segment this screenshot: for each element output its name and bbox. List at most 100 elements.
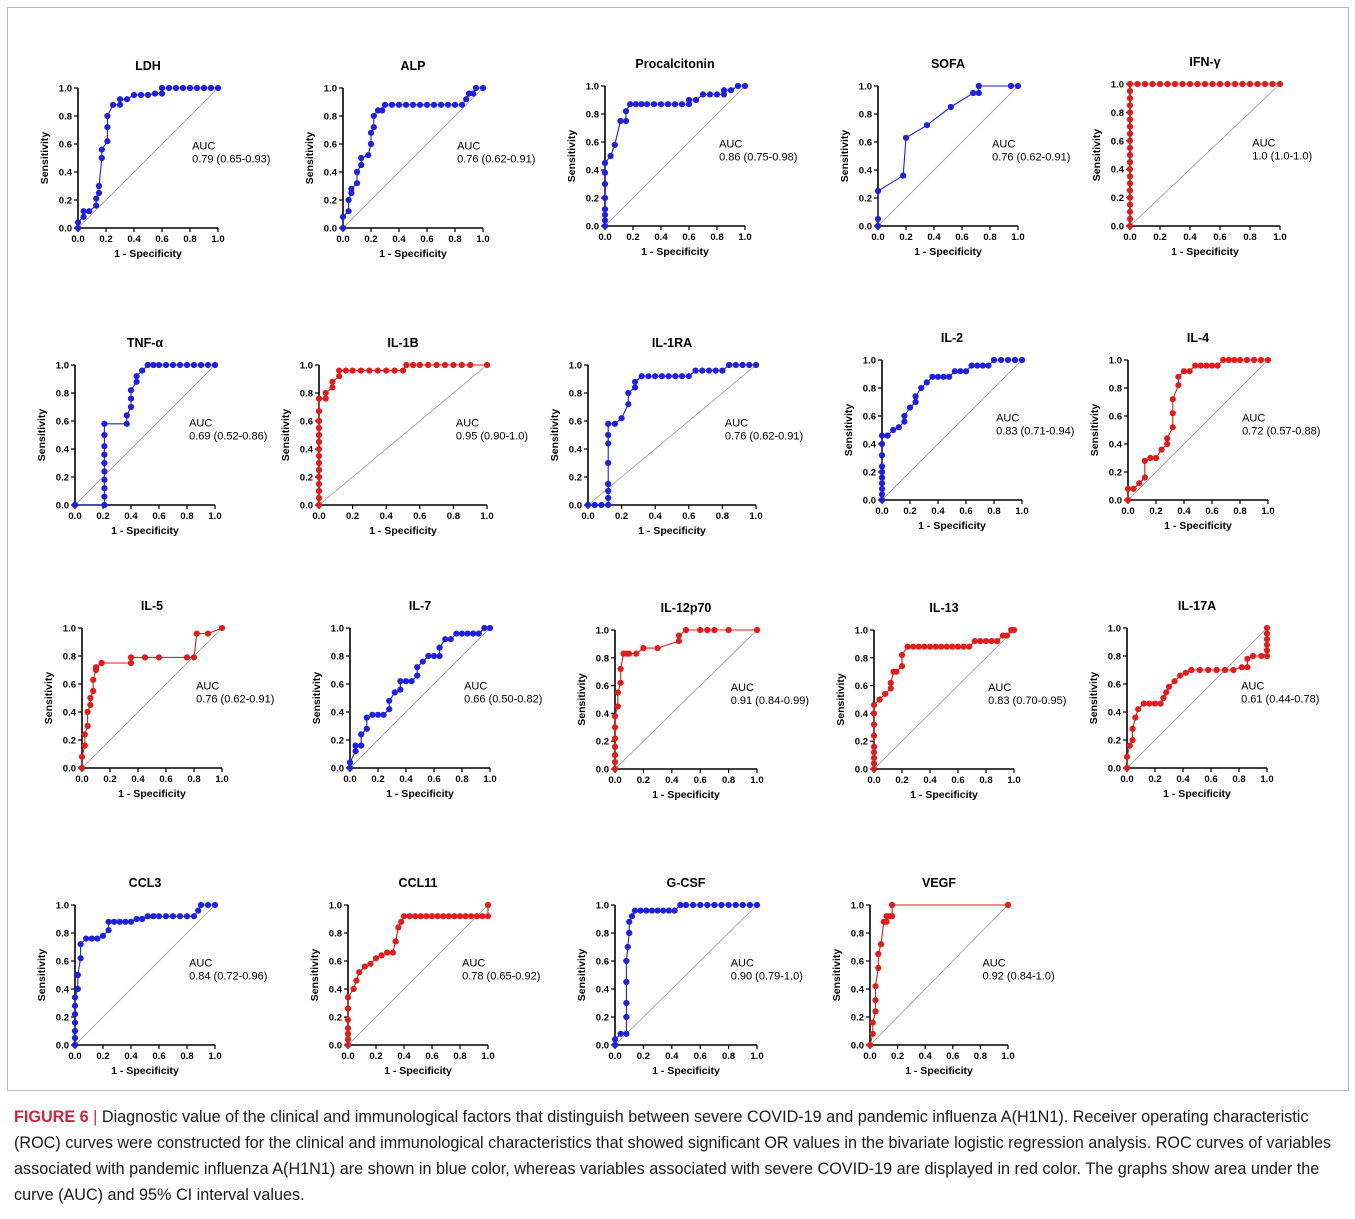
roc-point (315, 494, 323, 502)
roc-point (447, 636, 454, 643)
roc-point (399, 367, 407, 374)
x-tick-label: 1.0 (476, 234, 489, 245)
roc-point (204, 361, 212, 369)
roc-point (665, 373, 672, 380)
y-tick-label: 1.0 (56, 901, 69, 912)
auc-label: AUC (988, 682, 1011, 694)
y-axis-label: Sensitivity (304, 132, 316, 185)
y-tick-label: 0.8 (300, 389, 313, 400)
roc-point (870, 721, 878, 728)
roc-point (677, 901, 684, 909)
roc-point (315, 473, 323, 481)
roc-point (416, 101, 424, 108)
x-tick-label: 0.8 (1232, 774, 1245, 785)
roc-point (640, 644, 647, 652)
roc-point (912, 393, 919, 400)
roc-point (979, 362, 986, 369)
roc-point (949, 643, 956, 650)
y-tick-label: 0.4 (586, 166, 600, 177)
x-tick-label: 0.4 (665, 1051, 679, 1062)
roc-point (1011, 356, 1019, 364)
roc-point (872, 983, 879, 990)
roc-point (601, 206, 609, 213)
x-tick-label: 0.6 (694, 775, 707, 786)
x-tick-label: 0.8 (447, 511, 460, 522)
roc-point (357, 367, 365, 374)
roc-point (430, 101, 438, 108)
reference-diagonal (869, 904, 1009, 1046)
roc-point (611, 765, 619, 773)
roc-point (618, 415, 625, 422)
roc-point (1126, 144, 1134, 151)
roc-point (1224, 80, 1231, 88)
roc-point (1123, 753, 1131, 760)
y-tick-label: 0.2 (329, 1013, 342, 1024)
roc-point (1126, 116, 1134, 123)
roc-point (1208, 362, 1216, 369)
roc-point (101, 443, 108, 450)
roc-point (101, 420, 108, 427)
roc-point (200, 84, 208, 92)
x-tick-label: 0.2 (626, 232, 639, 243)
roc-point (353, 168, 361, 176)
x-tick-label: 0.0 (608, 775, 621, 786)
roc-point (657, 101, 665, 108)
roc-point (1010, 626, 1018, 634)
roc-point (878, 496, 886, 504)
roc-point (369, 711, 376, 718)
roc-point (1129, 725, 1136, 732)
y-tick-label: 0.4 (56, 445, 70, 456)
roc-point (614, 689, 621, 696)
x-tick-label: 0.8 (979, 775, 992, 786)
roc-point (623, 1013, 630, 1021)
roc-point (990, 356, 998, 364)
x-tick-label: 0.0 (68, 1051, 81, 1062)
roc-point (86, 208, 93, 215)
x-tick-label: 1.0 (738, 232, 751, 243)
x-axis-label: 1 - Specificity (918, 520, 986, 532)
roc-point (425, 652, 432, 660)
roc-point (150, 361, 157, 369)
roc-point (211, 901, 219, 909)
roc-point (123, 420, 130, 427)
roc-point (339, 224, 347, 232)
roc-point (104, 138, 111, 145)
panel-title: IL-1RA (652, 336, 692, 350)
roc-point (315, 459, 323, 467)
y-tick-label: 0.4 (855, 709, 869, 720)
roc-point (111, 918, 118, 925)
roc-point (1126, 80, 1134, 88)
auc-label: AUC (189, 418, 212, 430)
roc-point (1186, 80, 1194, 88)
auc-label: AUC (196, 681, 219, 693)
roc-point (975, 89, 982, 97)
roc-point (84, 708, 91, 716)
x-tick-label: 0.2 (903, 506, 916, 517)
roc-point (395, 101, 403, 108)
y-tick-label: 1.0 (596, 901, 609, 912)
roc-point (713, 91, 721, 98)
roc-point (725, 626, 732, 634)
roc-point (197, 361, 205, 369)
y-tick-label: 0.4 (56, 985, 70, 996)
roc-point (726, 361, 733, 369)
auc-value: 0.83 (0.70-0.95) (988, 695, 1066, 707)
roc-point (974, 362, 981, 369)
roc-point (78, 753, 86, 760)
roc-point (484, 913, 492, 920)
y-axis-label: Sensitivity (576, 949, 588, 1002)
roc-panel: VEGF 0.00.0 0.2 0.2 0.4 0.4 0.6 0.6 0.8 0.8 1.0 1.0… (831, 876, 1055, 1077)
roc-point (94, 935, 101, 942)
roc-point (315, 445, 323, 453)
roc-point (1126, 130, 1134, 137)
roc-point (98, 146, 105, 153)
roc-point (1126, 109, 1134, 116)
roc-point (425, 361, 432, 369)
roc-point (353, 977, 360, 984)
roc-point (1146, 700, 1153, 707)
panel-title: IL-5 (141, 599, 163, 613)
roc-point (910, 643, 917, 650)
roc-point (682, 626, 690, 634)
x-axis-label: 1 - Specificity (384, 1065, 452, 1077)
roc-point (315, 480, 323, 488)
